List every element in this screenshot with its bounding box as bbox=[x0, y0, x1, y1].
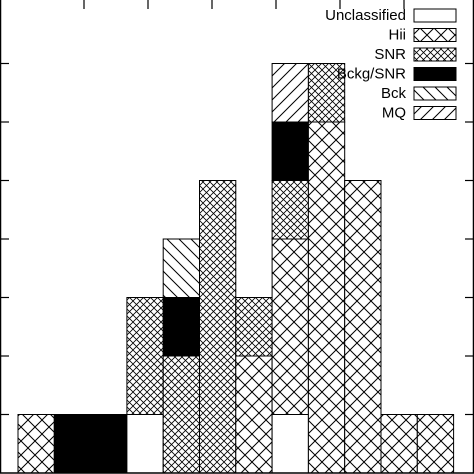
bar-mq-bin-8 bbox=[271, 63, 309, 123]
bar-snr-bin-4 bbox=[126, 297, 164, 415]
bars-layer bbox=[17, 63, 455, 474]
bar-hii-bin-9 bbox=[307, 121, 346, 474]
bar-snr-bin-6 bbox=[199, 180, 237, 474]
legend-swatch-unclassified bbox=[413, 8, 457, 23]
bar-hii-bin-8 bbox=[271, 238, 309, 415]
legend-swatch-hii bbox=[413, 28, 457, 42]
legend-label-bckg-snr: Bckg/SNR bbox=[337, 66, 406, 83]
bar-snr-bin-8 bbox=[271, 180, 309, 240]
legend-label-mq: MQ bbox=[382, 105, 406, 122]
bar-snr-bin-9 bbox=[307, 63, 346, 123]
legend-label-snr: SNR bbox=[374, 46, 406, 63]
bar-hii-bin-11 bbox=[380, 414, 418, 474]
bar-snr-bin-5 bbox=[162, 355, 200, 474]
legend-swatch-snr bbox=[413, 47, 457, 62]
legend-label-bck: Bck bbox=[381, 85, 407, 102]
bar-bck-bin-5 bbox=[162, 238, 200, 298]
bar-unclassified-bin-4 bbox=[126, 414, 164, 474]
legend-swatch-bckg-snr bbox=[413, 67, 457, 81]
bar-bckg-snr-bin-3 bbox=[90, 414, 128, 474]
legend-swatch-mq bbox=[413, 106, 457, 120]
bar-bckg-snr-bin-8 bbox=[271, 121, 309, 181]
legend-label-hii: Hii bbox=[389, 27, 407, 44]
bar-bckg-snr-bin-2 bbox=[53, 414, 92, 474]
bar-snr-bin-7 bbox=[235, 297, 273, 357]
bar-hii-bin-7 bbox=[235, 355, 273, 474]
bar-hii-bin-1 bbox=[17, 414, 55, 474]
bar-bckg-snr-bin-5 bbox=[162, 297, 200, 357]
legend-label-unclassified: Unclassified bbox=[325, 7, 406, 24]
legend: Unclassified Hii SNR Bckg/SNR Bck MQ bbox=[325, 7, 457, 122]
bar-hii-bin-10 bbox=[344, 180, 382, 474]
bar-unclassified-bin-8 bbox=[271, 414, 309, 474]
bar-hii-bin-12 bbox=[416, 414, 455, 474]
legend-swatch-bck bbox=[413, 86, 457, 101]
